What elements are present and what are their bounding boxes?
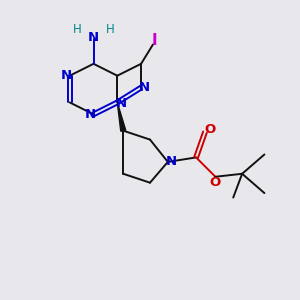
Text: H: H bbox=[106, 23, 114, 36]
Text: N: N bbox=[139, 81, 150, 94]
Text: N: N bbox=[166, 155, 177, 168]
Text: N: N bbox=[84, 108, 95, 121]
Text: N: N bbox=[88, 31, 99, 44]
Text: O: O bbox=[205, 123, 216, 136]
Polygon shape bbox=[117, 102, 126, 131]
Text: I: I bbox=[152, 32, 157, 47]
Text: O: O bbox=[210, 176, 221, 189]
Text: N: N bbox=[116, 97, 127, 110]
Text: N: N bbox=[61, 69, 72, 82]
Text: H: H bbox=[73, 23, 82, 36]
